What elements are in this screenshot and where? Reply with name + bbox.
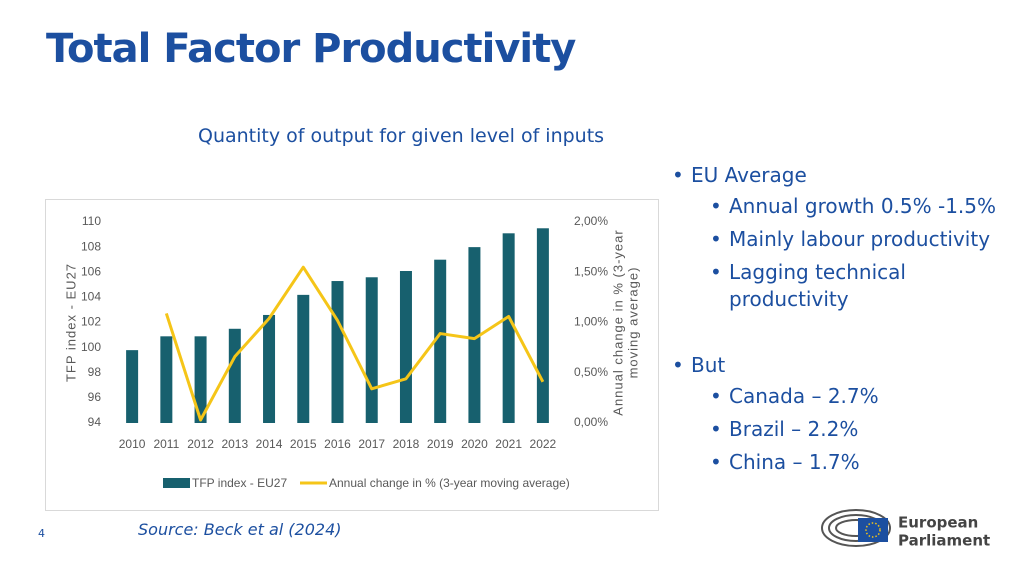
x-tick-label: 2022 — [530, 437, 557, 451]
bar — [399, 270, 412, 423]
bullet-list: EU Average Annual growth 0.5% -1.5% Mainly… — [672, 163, 1017, 476]
y2-axis-label: moving average) — [625, 267, 640, 379]
x-tick-label: 2018 — [393, 437, 420, 451]
source: Source: Beck et al (2024) — [138, 520, 342, 539]
bar — [502, 233, 515, 423]
bar — [126, 350, 139, 423]
x-tick-label: 2016 — [324, 437, 351, 451]
y-tick-label: 104 — [81, 290, 101, 304]
y-tick-label: 94 — [88, 415, 102, 429]
line — [164, 265, 545, 422]
y-tick-label: 108 — [81, 239, 101, 253]
legend-swatch — [163, 478, 190, 488]
bar — [297, 294, 310, 423]
y2-tick-label: 2,00% — [574, 214, 608, 228]
logo-text: European — [898, 514, 978, 532]
bar — [331, 281, 344, 423]
legend-label: TFP index - EU27 — [192, 476, 287, 490]
sub-bullet: Brazil – 2.2% — [672, 416, 1017, 443]
x-tick-label: 2015 — [290, 437, 317, 451]
x-tick-label: 2011 — [153, 437, 179, 451]
bullet: EU Average — [672, 163, 1017, 187]
y-tick-label: 110 — [82, 214, 101, 228]
y-tick-label: 100 — [81, 340, 101, 354]
legend-item: Annual change in % (3-year moving averag… — [300, 476, 570, 490]
spacer — [672, 313, 1017, 353]
logo-mark: European Parliament — [821, 509, 990, 550]
sub-bullet: Mainly labour productivity — [672, 226, 1017, 253]
chart: 94 96 98 100 102 104 106 108 110 0,00% 0,50% 1,00% 1… — [45, 199, 659, 511]
legend-label: Annual change in % (3-year moving averag… — [329, 476, 570, 490]
x-tick-label: 2021 — [495, 437, 522, 451]
y2-tick-label: 1,00% — [574, 315, 608, 329]
y2-tick-label: 0,50% — [574, 365, 608, 379]
logo: European Parliament — [820, 506, 990, 554]
legend-item: TFP index - EU27 — [163, 476, 287, 490]
bar — [434, 259, 447, 423]
bar — [365, 277, 378, 423]
sub-bullet: Lagging technical productivity — [672, 259, 1017, 313]
x-tick-label: 2010 — [119, 437, 146, 451]
y-tick-label: 96 — [88, 390, 102, 404]
sub-bullet: Annual growth 0.5% -1.5% — [672, 193, 1017, 220]
sub-bullet: Canada – 2.7% — [672, 383, 1017, 410]
x-tick-label: 2012 — [187, 437, 214, 451]
slide-title: Total Factor Productivity — [46, 26, 576, 72]
bar — [194, 336, 207, 423]
y-tick-label: 98 — [88, 365, 102, 379]
page-number: 4 — [38, 527, 45, 540]
bar — [536, 228, 549, 423]
y-tick-label: 102 — [81, 315, 101, 329]
sub-bullet: China – 1.7% — [672, 449, 1017, 476]
y2-axis-label: Annual change in % (3-year — [610, 229, 625, 415]
x-tick-label: 2020 — [461, 437, 488, 451]
subtitle: Quantity of output for given level of in… — [198, 125, 605, 147]
y2-tick-label: 0,00% — [574, 415, 608, 429]
x-tick-label: 2017 — [358, 437, 385, 451]
chart-frame — [45, 199, 659, 511]
x-tick-label: 2019 — [427, 437, 454, 451]
bar — [263, 314, 276, 423]
x-tick-label: 2014 — [256, 437, 283, 451]
bar — [228, 328, 241, 423]
y-tick-label: 106 — [81, 264, 101, 278]
bar — [468, 247, 481, 423]
x-tick-label: 2013 — [221, 437, 248, 451]
y2-tick-label: 1,50% — [574, 264, 608, 278]
y-axis-label: TFP index - EU27 — [63, 263, 78, 382]
bullet: But — [672, 353, 1017, 377]
bar — [160, 336, 173, 423]
logo-text: Parliament — [898, 532, 990, 550]
